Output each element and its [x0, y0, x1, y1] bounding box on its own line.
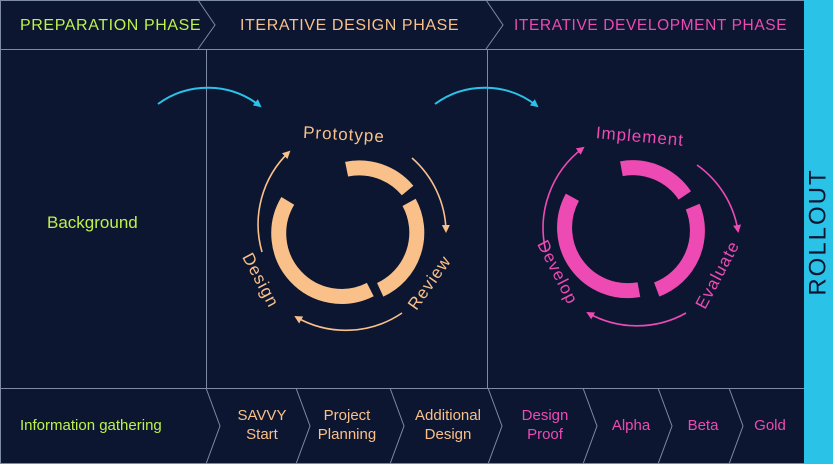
development-arrow-right: [696, 164, 742, 233]
transition-arrow-2: [434, 86, 539, 108]
development-arrow-left: [542, 146, 585, 253]
step-chevron-7: [728, 387, 744, 464]
step-design-proof: Design Proof: [500, 406, 590, 444]
step-savvy-start-line2: Start: [246, 426, 278, 443]
header-chevron-2: [485, 0, 504, 50]
background-label: Background: [47, 213, 138, 232]
step-additional-design-line1: Additional: [415, 407, 481, 424]
development-cycle-top-label: Implement: [595, 123, 685, 150]
transition-arrow-1: [157, 86, 262, 108]
step-chevron-5: [582, 387, 598, 464]
development-cycle-ring: [557, 160, 705, 299]
design-arrow-bottom: [294, 312, 403, 332]
step-chevron-3: [389, 387, 405, 464]
design-cycle-ring: [271, 160, 425, 304]
step-savvy-start: SAVVY Start: [222, 406, 302, 444]
design-arrow-left: [257, 150, 291, 253]
step-additional-design: Additional Design: [402, 406, 494, 444]
step-gold: Gold: [754, 417, 786, 434]
development-arrow-bottom: [586, 312, 687, 327]
step-savvy-start-line1: SAVVY: [237, 407, 287, 424]
rollout-label-wrap: ROLLOUT: [804, 0, 833, 464]
step-chevron-4: [487, 387, 503, 464]
step-beta: Beta: [687, 417, 719, 434]
phase-title-preparation: PREPARATION PHASE: [20, 17, 202, 34]
step-chevron-6: [657, 387, 673, 464]
step-alpha: Alpha: [611, 417, 651, 434]
design-arrow-right: [411, 157, 450, 233]
step-project-planning-line2: Planning: [317, 426, 377, 443]
step-additional-design-line2: Design: [424, 426, 472, 443]
rollout-label: ROLLOUT: [804, 168, 832, 296]
step-chevron-2: [295, 387, 311, 464]
step-design-proof-line2: Proof: [527, 426, 563, 443]
design-cycle-top-label: Prototype: [303, 123, 386, 146]
step-design-proof-line1: Design: [521, 407, 569, 424]
phase-title-development: ITERATIVE DEVELOPMENT PHASE: [514, 17, 788, 34]
step-project-planning-line1: Project: [323, 407, 371, 424]
rollout-bar: [804, 0, 833, 464]
step-chevron-1: [205, 387, 221, 464]
phase-title-design: ITERATIVE DESIGN PHASE: [240, 17, 460, 34]
step-project-planning: Project Planning: [306, 406, 388, 444]
step-information-gathering: Information gathering: [20, 417, 162, 434]
header-chevron-1: [197, 0, 216, 50]
